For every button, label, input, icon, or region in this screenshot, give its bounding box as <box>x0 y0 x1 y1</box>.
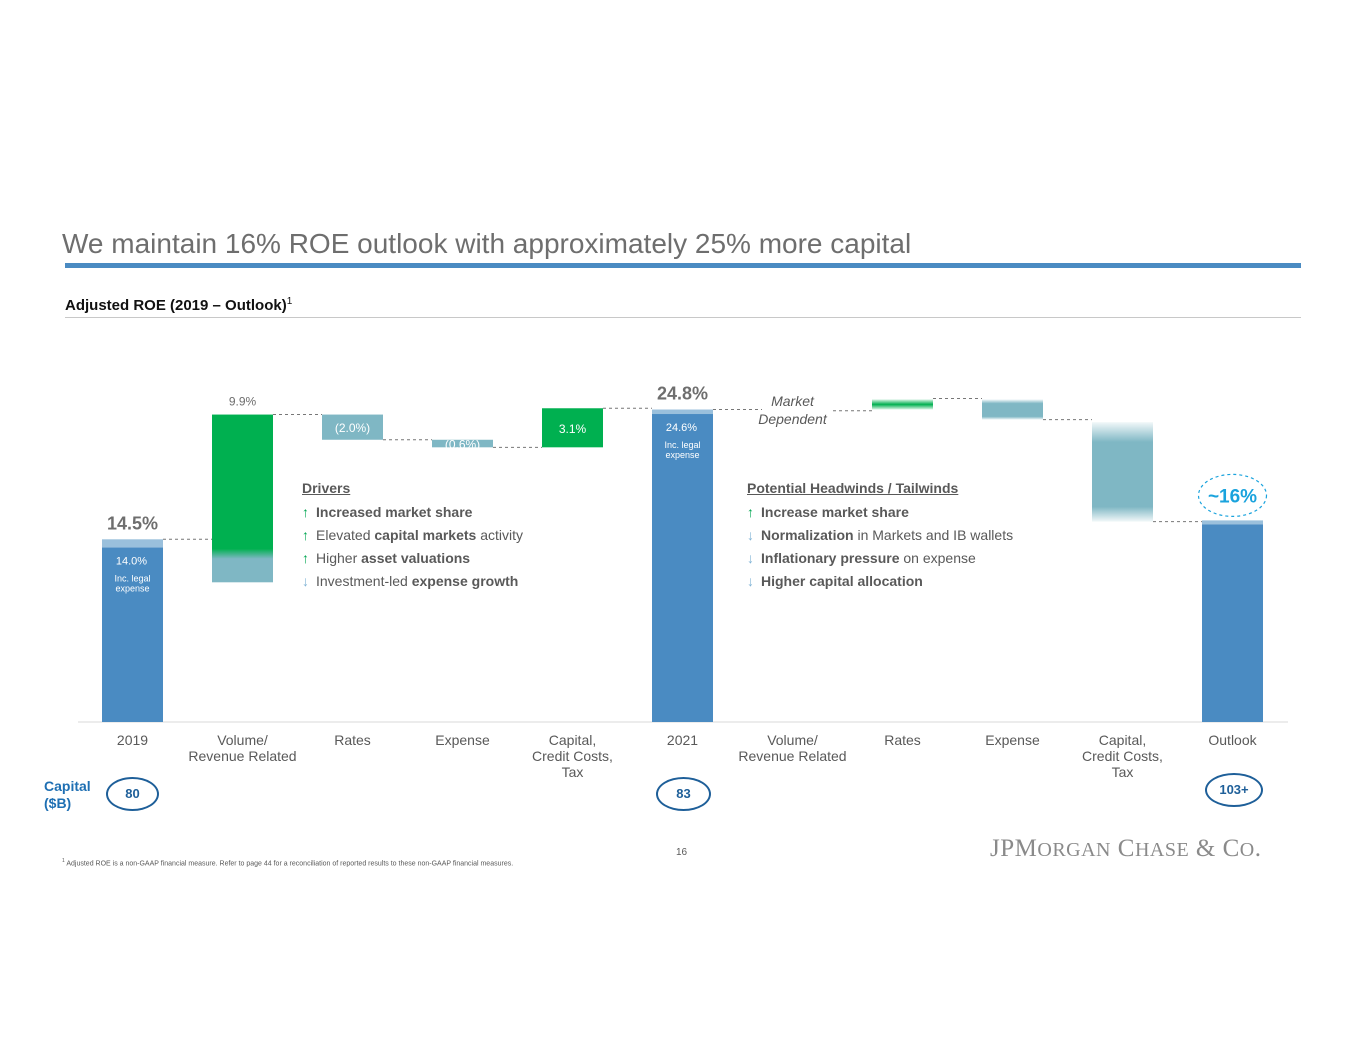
chart-subtitle: Adjusted ROE (2019 – Outlook)1 <box>65 296 293 314</box>
x-tick-label: 2019 <box>117 732 148 748</box>
driver-item: ↑ Higher asset valuations <box>302 550 471 566</box>
increase-bar <box>212 414 273 583</box>
x-tick-label: Capital, Credit Costs, Tax <box>1082 732 1163 780</box>
x-tick-label: Volume/Revenue Related <box>188 732 296 764</box>
page-title: We maintain 16% ROE outlook with approxi… <box>62 228 912 259</box>
total-bar <box>102 547 163 722</box>
x-tick-label: Outlook <box>1208 732 1257 748</box>
capital-2021-pill: 83 <box>656 777 711 811</box>
market-dependent-label: Market Dependent <box>758 393 828 427</box>
headwind-item: ↓ Inflationary pressure on expense <box>747 550 976 566</box>
x-tick-label: Expense <box>985 732 1040 748</box>
headwind-item: ↓ Normalization in Markets and IB wallets <box>747 527 1014 543</box>
total-bar-cap <box>1202 520 1263 525</box>
headwinds-box: Potential Headwinds / Tailwinds ↑ Increas… <box>747 480 1013 596</box>
total-value-label: 14.5% <box>107 513 158 533</box>
jpmorgan-logo: JPMORGAN CHASE & CO. <box>990 835 1262 862</box>
total-bar <box>652 414 713 722</box>
drivers-box: Drivers ↑ Increased market share ↑ Elevated… <box>302 480 523 596</box>
arrow-down-icon: ↓ <box>747 550 754 566</box>
arrow-up-icon: ↑ <box>302 550 309 566</box>
increase-bar <box>542 408 603 448</box>
capital-outlook-pill: 103+ <box>1205 773 1263 807</box>
capital-label: Capital ($B) <box>44 778 91 811</box>
decrease-bar <box>322 414 383 440</box>
arrow-up-icon: ↑ <box>747 504 754 520</box>
headwinds-title: Potential Headwinds / Tailwinds <box>747 480 959 496</box>
driver-item: ↓ Investment-led expense growth <box>302 573 519 589</box>
bar-value-label: 3.1% <box>559 422 587 436</box>
title-rule <box>65 263 1301 268</box>
page-number: 16 <box>676 847 688 858</box>
x-tick-label: Volume/Revenue Related <box>738 732 846 764</box>
indicative-increase-bar <box>872 399 933 410</box>
arrow-down-icon: ↓ <box>747 527 754 543</box>
x-tick-label: 2021 <box>667 732 698 748</box>
headwind-item: ↓ Higher capital allocation <box>747 573 923 589</box>
decrease-bar <box>432 439 493 448</box>
bar-value-label: 9.9% <box>229 395 257 409</box>
total-value-label: 24.8% <box>657 384 708 404</box>
total-value-label: ~16% <box>1208 486 1257 507</box>
x-tick-label: Rates <box>884 732 921 748</box>
x-tick-label: Capital, Credit Costs, Tax <box>532 732 613 780</box>
indicative-decrease-bar <box>1092 422 1153 522</box>
total-inner-label: 24.6% <box>666 422 697 434</box>
x-tick-label: Expense <box>435 732 490 748</box>
arrow-down-icon: ↓ <box>302 573 309 589</box>
arrow-up-icon: ↑ <box>302 504 309 520</box>
driver-item: ↑ Elevated capital markets activity <box>302 527 524 543</box>
total-note: Inc. legal expense <box>664 440 700 460</box>
outlook-callout-oval <box>1197 473 1268 517</box>
x-tick-label: Rates <box>334 732 371 748</box>
arrow-up-icon: ↑ <box>302 527 309 543</box>
total-bar <box>1202 524 1263 722</box>
driver-item: ↑ Increased market share <box>302 504 473 520</box>
drivers-title: Drivers <box>302 480 351 496</box>
total-inner-label: 14.0% <box>116 556 147 568</box>
bar-value-label: (0.6%) <box>445 438 480 452</box>
footnote: 1 Adjusted ROE is a non-GAAP financial m… <box>62 858 514 868</box>
bar-value-label: (2.0%) <box>335 421 370 435</box>
arrow-down-icon: ↓ <box>747 573 754 589</box>
capital-2019-pill: 80 <box>106 777 159 811</box>
headwind-item: ↑ Increase market share <box>747 504 909 520</box>
subtitle-rule <box>65 317 1301 318</box>
total-note: Inc. legal expense <box>114 574 150 594</box>
indicative-decrease-bar <box>982 399 1043 420</box>
